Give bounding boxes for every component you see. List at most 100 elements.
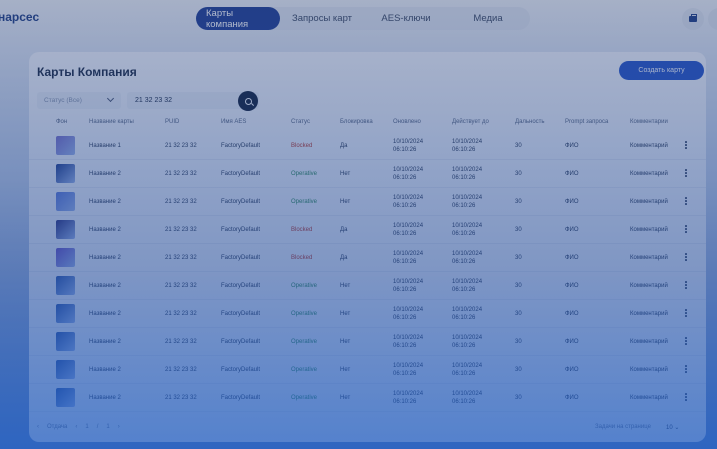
more-vertical-icon[interactable]	[685, 253, 687, 261]
prompt-cell: ФИО	[565, 395, 579, 401]
card-thumbnail	[56, 164, 75, 183]
card-thumbnail	[56, 304, 75, 323]
briefcase-icon	[689, 14, 697, 22]
valid-time: 06:10:26	[452, 399, 476, 405]
chevron-right-icon[interactable]: ›	[117, 424, 120, 430]
col-status: Статус	[291, 119, 310, 125]
card-name-cell: Название 2	[89, 367, 121, 373]
comment-cell: Комментарий	[630, 199, 668, 205]
card-name-cell: Название 2	[89, 255, 121, 261]
table-row[interactable]: Название 2 21 32 23 32 FactoryDefault Block…	[29, 216, 706, 244]
create-card-button[interactable]: Создать карту	[619, 61, 704, 80]
prompt-cell: ФИО	[565, 255, 579, 261]
updated-cell: 10/10/2024 06:10:26	[393, 194, 423, 210]
updated-time: 06:10:26	[393, 287, 417, 293]
tab-media[interactable]: Медиа	[473, 13, 503, 24]
avatar[interactable]	[708, 8, 717, 30]
aes-name-cell: FactoryDefault	[221, 283, 261, 289]
valid-date: 10/10/2024	[452, 251, 483, 257]
status-cell: Blocked	[291, 255, 313, 261]
updated-cell: 10/10/2024 06:10:26	[393, 222, 423, 238]
valid-cell: 10/10/2024 06:10:26	[452, 166, 482, 182]
per-page-value: 10	[666, 425, 673, 431]
valid-time: 06:10:26	[452, 371, 476, 377]
block-cell: Нет	[340, 171, 351, 177]
status-cell: Operative	[291, 367, 318, 373]
table-row[interactable]: Название 2 21 32 23 32 FactoryDefault Opera…	[29, 356, 706, 384]
range-cell: 30	[515, 367, 522, 373]
col-prompt: Prompt запроса	[565, 119, 609, 125]
search-button[interactable]	[238, 91, 258, 111]
col-valid-until: Действует до	[452, 119, 489, 125]
valid-cell: 10/10/2024 06:10:26	[452, 138, 482, 154]
col-updated: Оновлено	[393, 119, 421, 125]
valid-date: 10/10/2024	[452, 363, 483, 369]
prev-page-label[interactable]: Отдача	[47, 424, 68, 430]
more-vertical-icon[interactable]	[685, 365, 687, 373]
valid-time: 06:10:26	[452, 287, 476, 293]
aes-name-cell: FactoryDefault	[221, 143, 261, 149]
table-row[interactable]: Название 2 21 32 23 32 FactoryDefault Opera…	[29, 328, 706, 356]
range-cell: 30	[515, 283, 522, 289]
valid-date: 10/10/2024	[452, 279, 483, 285]
updated-cell: 10/10/2024 06:10:26	[393, 306, 423, 322]
tab-card-requests[interactable]: Запросы карт	[291, 13, 353, 24]
block-cell: Нет	[340, 395, 351, 401]
comment-cell: Комментарий	[630, 283, 668, 289]
page-total: 1	[106, 424, 110, 430]
more-vertical-icon[interactable]	[685, 337, 687, 345]
card-thumbnail	[56, 276, 75, 295]
tab-aes-keys[interactable]: AES-ключи	[381, 13, 431, 24]
range-cell: 30	[515, 395, 522, 401]
block-cell: Нет	[340, 367, 351, 373]
prompt-cell: ФИО	[565, 227, 579, 233]
col-background: Фон	[56, 119, 68, 125]
aes-name-cell: FactoryDefault	[221, 339, 261, 345]
table-row[interactable]: Название 2 21 32 23 32 FactoryDefault Opera…	[29, 300, 706, 328]
range-cell: 30	[515, 227, 522, 233]
tab-cards[interactable]: Карты компания	[196, 7, 280, 30]
status-filter[interactable]: Статус (Все)	[37, 92, 121, 109]
more-vertical-icon[interactable]	[685, 141, 687, 149]
puid-cell: 21 32 23 32	[165, 171, 197, 177]
more-vertical-icon[interactable]	[685, 309, 687, 317]
more-vertical-icon[interactable]	[685, 281, 687, 289]
card-thumbnail	[56, 248, 75, 267]
comment-cell: Комментарий	[630, 367, 668, 373]
card-thumbnail	[56, 220, 75, 239]
puid-cell: 21 32 23 32	[165, 143, 197, 149]
block-cell: Да	[340, 255, 348, 261]
aes-name-cell: FactoryDefault	[221, 311, 261, 317]
puid-cell: 21 32 23 32	[165, 255, 197, 261]
table-row[interactable]: Название 2 21 32 23 32 FactoryDefault Opera…	[29, 384, 706, 412]
status-cell: Operative	[291, 283, 318, 289]
per-page-select[interactable]: 10 ⌄	[666, 424, 679, 431]
status-cell: Operative	[291, 339, 318, 345]
table-row[interactable]: Название 2 21 32 23 32 FactoryDefault Opera…	[29, 160, 706, 188]
prompt-cell: ФИО	[565, 283, 579, 289]
table-row[interactable]: Название 2 21 32 23 32 FactoryDefault Block…	[29, 244, 706, 272]
more-vertical-icon[interactable]	[685, 169, 687, 177]
updated-cell: 10/10/2024 06:10:26	[393, 166, 423, 182]
comment-cell: Комментарий	[630, 395, 668, 401]
more-vertical-icon[interactable]	[685, 225, 687, 233]
briefcase-button[interactable]	[682, 8, 704, 30]
table-row[interactable]: Название 1 21 32 23 32 FactoryDefault Block…	[29, 132, 706, 160]
valid-cell: 10/10/2024 06:10:26	[452, 278, 482, 294]
page-separator: /	[96, 424, 99, 430]
updated-time: 06:10:26	[393, 147, 417, 153]
comment-cell: Комментарий	[630, 227, 668, 233]
chevron-left-icon[interactable]: ‹	[37, 424, 39, 430]
table-body: Название 1 21 32 23 32 FactoryDefault Block…	[29, 132, 706, 412]
comment-cell: Комментарий	[630, 171, 668, 177]
prompt-cell: ФИО	[565, 339, 579, 345]
updated-date: 10/10/2024	[393, 167, 424, 173]
more-vertical-icon[interactable]	[685, 197, 687, 205]
updated-time: 06:10:26	[393, 259, 417, 265]
table-row[interactable]: Название 2 21 32 23 32 FactoryDefault Opera…	[29, 188, 706, 216]
more-vertical-icon[interactable]	[685, 393, 687, 401]
table-row[interactable]: Название 2 21 32 23 32 FactoryDefault Opera…	[29, 272, 706, 300]
col-aes-name: Имя AES	[221, 119, 247, 125]
valid-cell: 10/10/2024 06:10:26	[452, 306, 482, 322]
chevron-left-icon[interactable]: ‹	[75, 424, 78, 430]
